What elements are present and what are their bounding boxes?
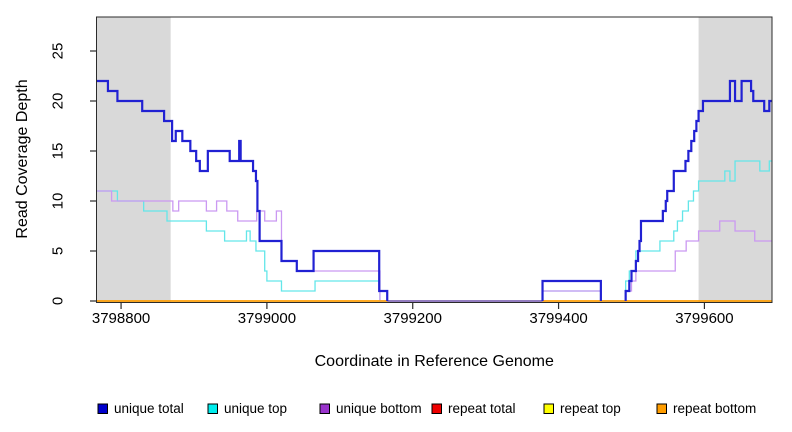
- series-unique-top: [97, 160, 772, 302]
- legend-swatch-unique-bottom: [319, 403, 330, 414]
- legend-swatch-unique-total: [97, 403, 108, 414]
- legend-swatch-repeat-total: [431, 403, 442, 414]
- x-tick-label: 3799400: [529, 310, 587, 327]
- legend-label-unique-top: unique top: [224, 401, 287, 416]
- y-axis-title: Read Coverage Depth: [14, 79, 31, 238]
- right-repeat-region: [698, 17, 772, 303]
- legend-label-repeat-total: repeat total: [448, 401, 516, 416]
- legend-label-unique-total: unique total: [114, 401, 184, 416]
- plot-box: [96, 16, 773, 303]
- y-tick-label: 10: [49, 193, 66, 210]
- series-unique-total-right: [624, 79, 772, 301]
- x-axis-title: Coordinate in Reference Genome: [315, 353, 554, 370]
- legend-label-repeat-bottom: repeat bottom: [673, 401, 756, 416]
- legend-label-unique-bottom: unique bottom: [336, 401, 422, 416]
- x-tick-label: 3799600: [675, 310, 733, 327]
- y-tick-label: 20: [49, 93, 66, 110]
- legend-swatch-repeat-top: [543, 403, 554, 414]
- x-tick-label: 3799200: [384, 310, 442, 327]
- y-tick-label: 25: [49, 43, 66, 60]
- legend-swatch-unique-top: [207, 403, 218, 414]
- y-tick-label: 15: [49, 143, 66, 160]
- series-unique-total-left: [97, 79, 389, 301]
- legend-swatch-repeat-bottom: [656, 403, 667, 414]
- x-tick-label: 3799000: [238, 310, 296, 327]
- y-tick-label: 0: [49, 297, 66, 305]
- legend-label-repeat-top: repeat top: [560, 401, 621, 416]
- x-tick-label: 3798800: [92, 310, 150, 327]
- left-repeat-region: [97, 17, 171, 303]
- series-unique-total-mid: [541, 279, 602, 301]
- y-tick-label: 5: [49, 247, 66, 255]
- series-unique-bottom: [97, 190, 772, 302]
